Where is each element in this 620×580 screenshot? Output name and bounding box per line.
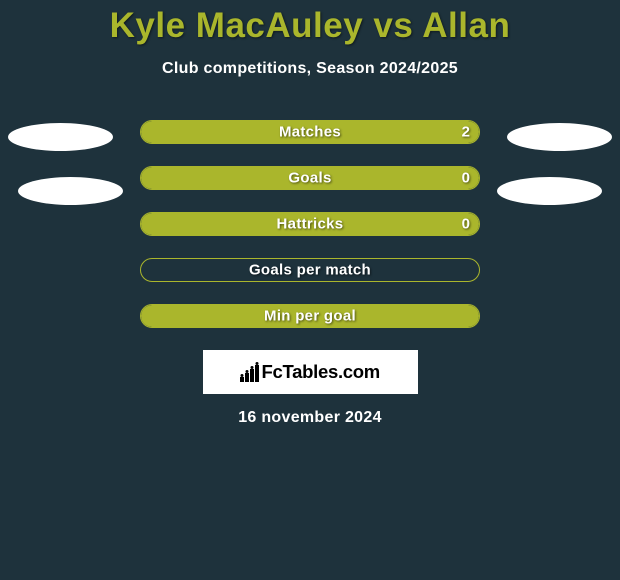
stat-row-label: Matches xyxy=(141,124,479,141)
subtitle: Club competitions, Season 2024/2025 xyxy=(0,60,620,78)
bars-icon xyxy=(240,364,259,382)
stat-row-value: 0 xyxy=(462,170,470,187)
side-ellipse xyxy=(8,123,113,151)
stat-row-label: Hattricks xyxy=(141,216,479,233)
stat-row-value: 0 xyxy=(462,216,470,233)
stat-row: Min per goal xyxy=(140,304,480,328)
side-ellipse xyxy=(18,177,123,205)
side-ellipse xyxy=(507,123,612,151)
side-ellipse xyxy=(497,177,602,205)
stat-row-label: Goals per match xyxy=(141,262,479,279)
stat-row-label: Goals xyxy=(141,170,479,187)
stats-rows: Matches2Goals0Hattricks0Goals per matchM… xyxy=(0,120,620,328)
brand-text: FcTables.com xyxy=(262,361,380,383)
stat-row: Goals0 xyxy=(140,166,480,190)
stat-row: Hattricks0 xyxy=(140,212,480,236)
brand-logo: FcTables.com xyxy=(203,350,418,394)
stat-row: Goals per match xyxy=(140,258,480,282)
stat-row-label: Min per goal xyxy=(141,308,479,325)
stat-row: Matches2 xyxy=(140,120,480,144)
page-title: Kyle MacAuley vs Allan xyxy=(0,6,620,46)
footer-date: 16 november 2024 xyxy=(0,409,620,427)
stat-row-value: 2 xyxy=(462,124,470,141)
